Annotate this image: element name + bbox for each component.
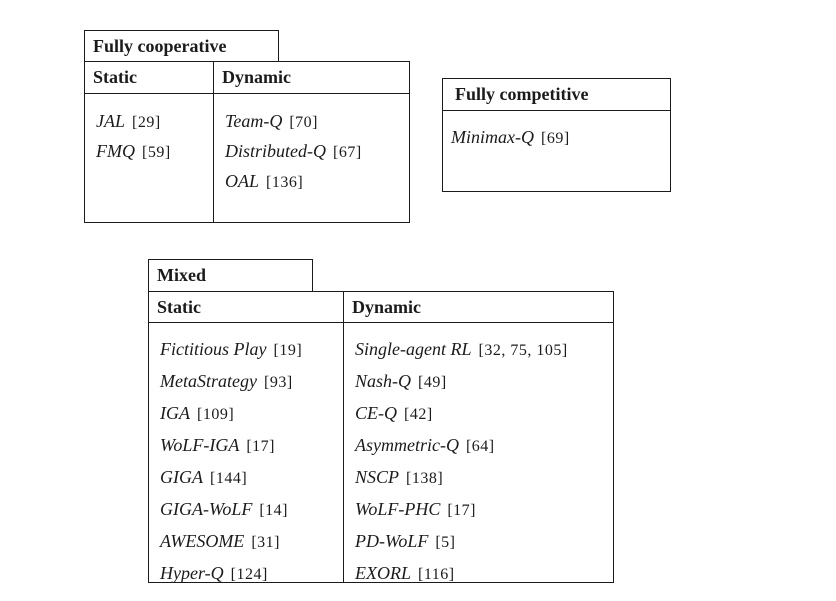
citation-ref: [32, 75, 105] xyxy=(478,342,568,359)
mixed-dynamic-entries: Single-agent RL [32, 75, 105] Nash-Q [49] … xyxy=(344,323,613,590)
mixed-static-entries: Fictitious Play [19] MetaStrategy [93] IGA… xyxy=(149,323,343,590)
citation-ref: [29] xyxy=(132,114,161,131)
algorithm-name: Asymmetric-Q xyxy=(355,435,459,455)
algorithm-entry: Minimax-Q [69] xyxy=(451,123,670,153)
algorithm-name: GIGA-WoLF xyxy=(160,499,253,519)
mixed-dynamic-header: Dynamic xyxy=(344,292,613,323)
algorithm-name: IGA xyxy=(160,403,190,423)
algorithm-entry: JAL [29] xyxy=(96,107,213,137)
algorithm-name: GIGA xyxy=(160,467,203,487)
citation-ref: [70] xyxy=(289,114,318,131)
algorithm-entry: Distributed-Q [67] xyxy=(225,137,409,167)
algorithm-entry: Hyper-Q [124] xyxy=(160,558,343,590)
citation-ref: [19] xyxy=(273,342,303,359)
citation-ref: [49] xyxy=(418,374,447,391)
algorithm-entry: MetaStrategy [93] xyxy=(160,366,343,398)
algorithm-name: AWESOME xyxy=(160,531,245,551)
algorithm-entry: PD-WoLF [5] xyxy=(355,526,613,558)
algorithm-entry: AWESOME [31] xyxy=(160,526,343,558)
column-header-label: Dynamic xyxy=(352,296,421,317)
fully-competitive-table: Fully competitive Minimax-Q [69] xyxy=(442,78,671,192)
algorithm-entry: IGA [109] xyxy=(160,398,343,430)
citation-ref: [59] xyxy=(142,144,171,161)
algorithm-entry: GIGA-WoLF [14] xyxy=(160,494,343,526)
algorithm-entry: Single-agent RL [32, 75, 105] xyxy=(355,334,613,366)
cooperative-static-header: Static xyxy=(85,62,213,94)
algorithm-name: WoLF-IGA xyxy=(160,435,240,455)
algorithm-name: MetaStrategy xyxy=(160,371,257,391)
citation-ref: [14] xyxy=(259,502,288,519)
algorithm-name: Nash-Q xyxy=(355,371,412,391)
citation-ref: [69] xyxy=(540,130,570,147)
citation-ref: [144] xyxy=(210,470,248,487)
algorithm-entry: Nash-Q [49] xyxy=(355,366,613,398)
algorithm-name: JAL xyxy=(96,111,125,131)
algorithm-name: FMQ xyxy=(96,141,135,161)
algorithm-entry: EXORL [116] xyxy=(355,558,613,590)
algorithm-name: Team-Q xyxy=(225,111,283,131)
algorithm-name: Hyper-Q xyxy=(160,563,224,583)
cooperative-static-entries: JAL [29] FMQ [59] xyxy=(85,94,213,167)
cooperative-static-column: Static JAL [29] FMQ [59] xyxy=(85,62,214,222)
column-header-label: Dynamic xyxy=(222,67,291,87)
algorithm-entry: WoLF-PHC [17] xyxy=(355,494,613,526)
column-header-label: Static xyxy=(157,296,201,317)
citation-ref: [67] xyxy=(333,144,362,161)
mixed-dynamic-column: Dynamic Single-agent RL [32, 75, 105] Nas… xyxy=(344,292,613,583)
citation-ref: [93] xyxy=(263,374,293,391)
algorithm-entry: GIGA [144] xyxy=(160,462,343,494)
mixed-static-column: Static Fictitious Play [19] MetaStrategy [… xyxy=(149,292,344,583)
fully-cooperative-tab: Fully cooperative xyxy=(84,30,279,61)
algorithm-name: WoLF-PHC xyxy=(355,499,441,519)
algorithm-name: EXORL xyxy=(355,563,411,583)
cooperative-dynamic-header: Dynamic xyxy=(214,62,409,94)
algorithm-name: Distributed-Q xyxy=(225,141,326,161)
citation-ref: [17] xyxy=(447,502,476,519)
algorithm-entry: Team-Q [70] xyxy=(225,107,409,137)
citation-ref: [124] xyxy=(230,566,268,583)
column-header-label: Static xyxy=(93,67,137,87)
citation-ref: [138] xyxy=(406,470,444,487)
algorithm-entry: OAL [136] xyxy=(225,167,409,197)
citation-ref: [42] xyxy=(404,406,433,423)
mixed-tab-label: Mixed xyxy=(157,265,206,285)
citation-ref: [17] xyxy=(246,438,275,455)
competitive-entries: Minimax-Q [69] xyxy=(443,111,670,153)
algorithm-entry: WoLF-IGA [17] xyxy=(160,430,343,462)
citation-ref: [109] xyxy=(197,406,235,423)
algorithm-entry: Fictitious Play [19] xyxy=(160,334,343,366)
citation-ref: [5] xyxy=(435,534,456,551)
algorithm-name: NSCP xyxy=(355,467,400,487)
mixed-tab: Mixed xyxy=(148,259,313,291)
citation-ref: [64] xyxy=(465,438,495,455)
algorithm-name: Single-agent RL xyxy=(355,339,472,359)
fully-competitive-header: Fully competitive xyxy=(443,79,670,111)
citation-ref: [116] xyxy=(418,566,455,583)
box-header-label: Fully competitive xyxy=(455,84,589,104)
cooperative-dynamic-entries: Team-Q [70] Distributed-Q [67] OAL [136] xyxy=(214,94,409,197)
algorithm-entry: NSCP [138] xyxy=(355,462,613,494)
algorithm-entry: FMQ [59] xyxy=(96,137,213,167)
algorithm-name: OAL xyxy=(225,171,260,191)
algorithm-entry: Asymmetric-Q [64] xyxy=(355,430,613,462)
citation-ref: [136] xyxy=(266,174,304,191)
algorithm-name: CE-Q xyxy=(355,403,397,423)
algorithm-name: Fictitious Play xyxy=(160,339,267,359)
fully-cooperative-tab-label: Fully cooperative xyxy=(93,35,227,56)
fully-cooperative-table: Static JAL [29] FMQ [59] Dynamic Team-Q [70… xyxy=(84,61,410,223)
mixed-table: Static Fictitious Play [19] MetaStrategy [… xyxy=(148,291,614,583)
algorithm-name: PD-WoLF xyxy=(355,531,429,551)
mixed-static-header: Static xyxy=(149,292,343,323)
algorithm-entry: CE-Q [42] xyxy=(355,398,613,430)
citation-ref: [31] xyxy=(251,534,280,551)
cooperative-dynamic-column: Dynamic Team-Q [70] Distributed-Q [67] OAL… xyxy=(214,62,409,222)
algorithm-name: Minimax-Q xyxy=(451,127,534,147)
